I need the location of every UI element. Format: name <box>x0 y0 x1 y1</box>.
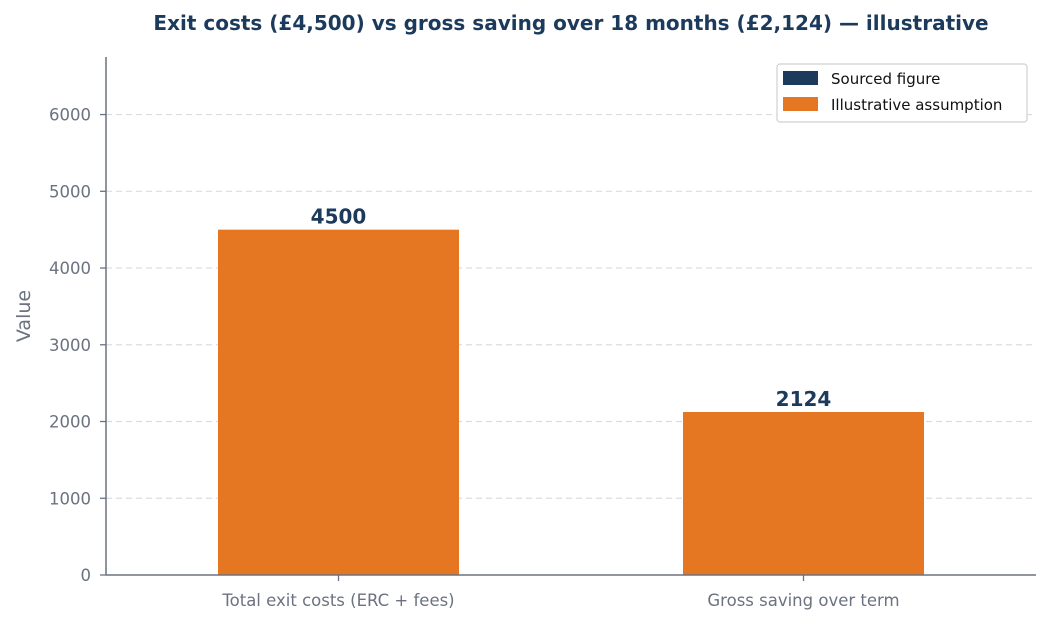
axes: 0 1000 2000 3000 4000 5000 6000 Total exit cost… <box>49 57 1036 610</box>
legend-swatch-illustrative <box>783 97 818 111</box>
y-tick-label: 1000 <box>49 489 91 508</box>
y-tick-label: 3000 <box>49 336 91 355</box>
y-tick-label: 4000 <box>49 259 91 278</box>
x-tick-label: Total exit costs (ERC + fees) <box>221 591 454 610</box>
data-label: 2124 <box>776 387 832 411</box>
y-tick-label: 2000 <box>49 413 91 432</box>
bars: 4500 2124 <box>218 205 924 575</box>
bar <box>683 412 924 575</box>
legend-box <box>776 63 1028 123</box>
x-tick-label: Gross saving over term <box>707 591 899 610</box>
legend-label-sourced: Sourced figure <box>831 70 940 88</box>
data-label: 4500 <box>311 205 367 229</box>
chart-title: Exit costs (£4,500) vs gross saving over… <box>153 11 988 35</box>
legend: Sourced figure Illustrative assumption <box>776 63 1028 123</box>
legend-label-illustrative: Illustrative assumption <box>831 96 1002 114</box>
y-tick-label: 0 <box>81 566 92 585</box>
y-axis-label: Value <box>13 290 35 342</box>
y-tick-label: 5000 <box>49 182 91 201</box>
bar <box>218 229 459 575</box>
legend-swatch-sourced <box>783 71 818 85</box>
y-tick-label: 6000 <box>49 106 91 125</box>
